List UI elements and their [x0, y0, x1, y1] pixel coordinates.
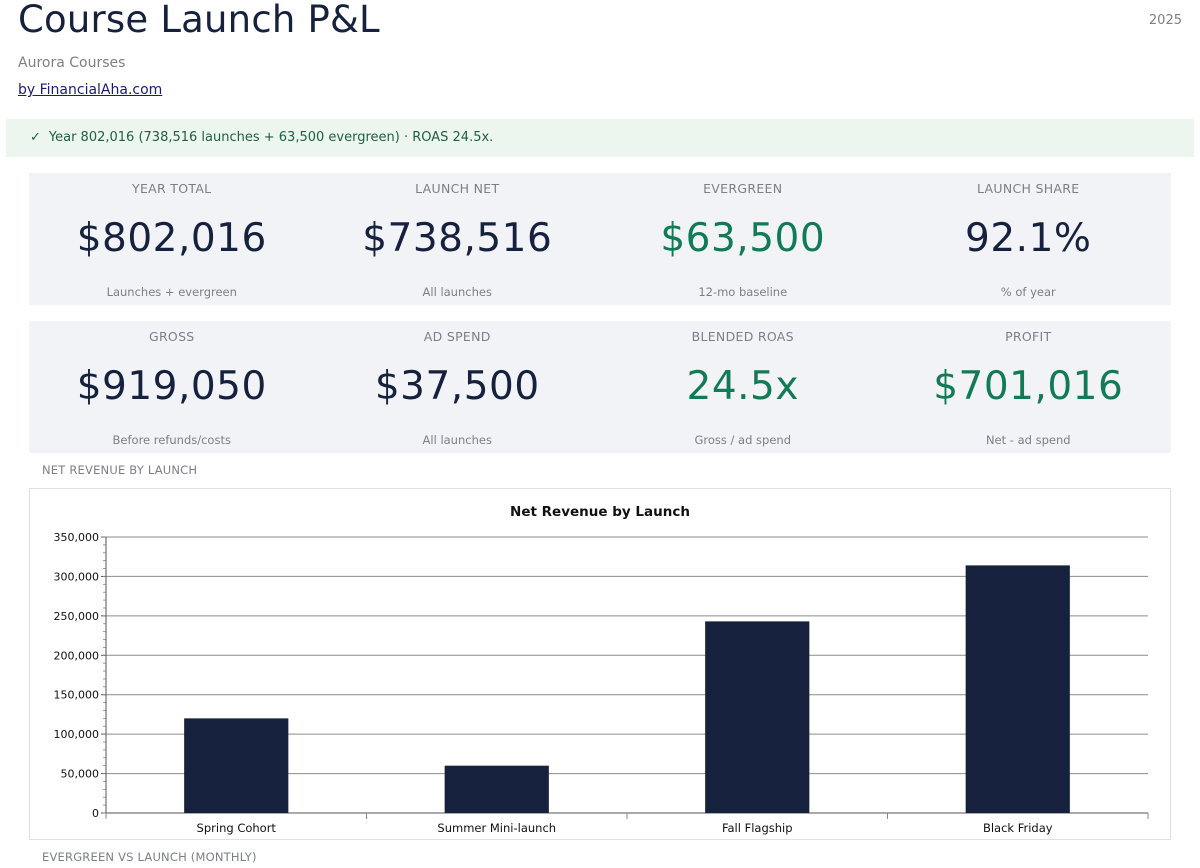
x-tick-label: Black Friday	[983, 821, 1053, 835]
kpi-row-1: YEAR TOTAL $802,016 Launches + evergreen…	[29, 173, 1171, 305]
kpi-label: YEAR TOTAL	[132, 181, 212, 196]
summary-banner: ✓ Year 802,016 (738,516 launches + 63,500…	[6, 119, 1194, 157]
kpi-row-2: GROSS $919,050 Before refunds/costs AD S…	[29, 321, 1171, 453]
kpi-value: $802,016	[76, 216, 267, 261]
y-tick-label: 200,000	[54, 649, 100, 662]
kpi-value: $37,500	[374, 364, 540, 409]
kpi-gross: GROSS $919,050 Before refunds/costs	[29, 321, 315, 453]
kpi-launch-net: LAUNCH NET $738,516 All launches	[315, 173, 601, 305]
summary-text: Year 802,016 (738,516 launches + 63,500 …	[48, 130, 494, 145]
y-tick-label: 250,000	[54, 610, 100, 623]
chart-bars	[184, 565, 1070, 813]
y-tick-label: 0	[92, 807, 99, 820]
net-revenue-chart: Net Revenue by Launch 0 50,000 100,000 150,…	[29, 488, 1171, 840]
kpi-value: 24.5x	[686, 364, 799, 409]
kpi-launch-share: LAUNCH SHARE 92.1% % of year	[886, 173, 1172, 305]
kpi-caption: All launches	[422, 433, 492, 447]
kpi-caption: Before refunds/costs	[112, 433, 231, 447]
chart-svg: Net Revenue by Launch 0 50,000 100,000 150,…	[54, 504, 1149, 835]
kpi-label: BLENDED ROAS	[691, 329, 794, 344]
kpi-ad-spend: AD SPEND $37,500 All launches	[315, 321, 601, 453]
kpi-year-total: YEAR TOTAL $802,016 Launches + evergreen	[29, 173, 315, 305]
kpi-label: AD SPEND	[423, 329, 491, 344]
check-icon: ✓	[30, 130, 41, 145]
x-tick-label: Summer Mini-launch	[437, 821, 556, 835]
chart-title: Net Revenue by Launch	[510, 504, 690, 520]
x-tick-label: Fall Flagship	[722, 821, 793, 835]
kpi-label: EVERGREEN	[703, 181, 783, 196]
kpi-label: LAUNCH SHARE	[977, 181, 1080, 196]
kpi-caption: 12-mo baseline	[698, 285, 788, 299]
kpi-value: $63,500	[660, 216, 826, 261]
kpi-profit: PROFIT $701,016 Net - ad spend	[886, 321, 1172, 453]
kpi-label: GROSS	[148, 329, 195, 344]
bar	[184, 718, 289, 813]
kpi-label: LAUNCH NET	[415, 181, 500, 196]
company-name: Aurora Courses	[18, 55, 126, 71]
kpi-caption: Net - ad spend	[985, 433, 1071, 447]
page-title: Course Launch P&L	[18, 0, 380, 41]
section-label-evergreen: EVERGREEN VS LAUNCH (MONTHLY)	[42, 850, 257, 864]
kpi-value: 92.1%	[965, 216, 1092, 261]
kpi-blended-roas: BLENDED ROAS 24.5x Gross / ad spend	[600, 321, 886, 453]
bar	[444, 765, 549, 813]
y-tick-label: 50,000	[61, 768, 100, 781]
y-tick-label: 150,000	[54, 689, 100, 702]
kpi-evergreen: EVERGREEN $63,500 12-mo baseline	[600, 173, 886, 305]
bar	[965, 565, 1070, 813]
bar	[705, 621, 810, 813]
section-label-net-revenue: NET REVENUE BY LAUNCH	[42, 463, 198, 477]
y-tick-label: 100,000	[54, 728, 100, 741]
y-tick-label: 350,000	[54, 531, 100, 544]
kpi-value: $701,016	[933, 364, 1124, 409]
kpi-value: $919,050	[76, 364, 267, 409]
byline-link[interactable]: by FinancialAha.com	[18, 82, 163, 98]
y-tick-label: 300,000	[54, 570, 100, 583]
chart-labels: 0 50,000 100,000 150,000 200,000 250,000 300,0…	[54, 531, 1053, 835]
x-tick-label: Spring Cohort	[197, 821, 277, 835]
kpi-caption: All launches	[422, 285, 492, 299]
kpi-label: PROFIT	[1005, 329, 1052, 344]
kpi-caption: % of year	[1000, 285, 1056, 299]
kpi-caption: Gross / ad spend	[694, 433, 792, 447]
kpi-value: $738,516	[362, 216, 553, 261]
year-label: 2025	[1148, 13, 1182, 28]
kpi-caption: Launches + evergreen	[106, 285, 237, 299]
